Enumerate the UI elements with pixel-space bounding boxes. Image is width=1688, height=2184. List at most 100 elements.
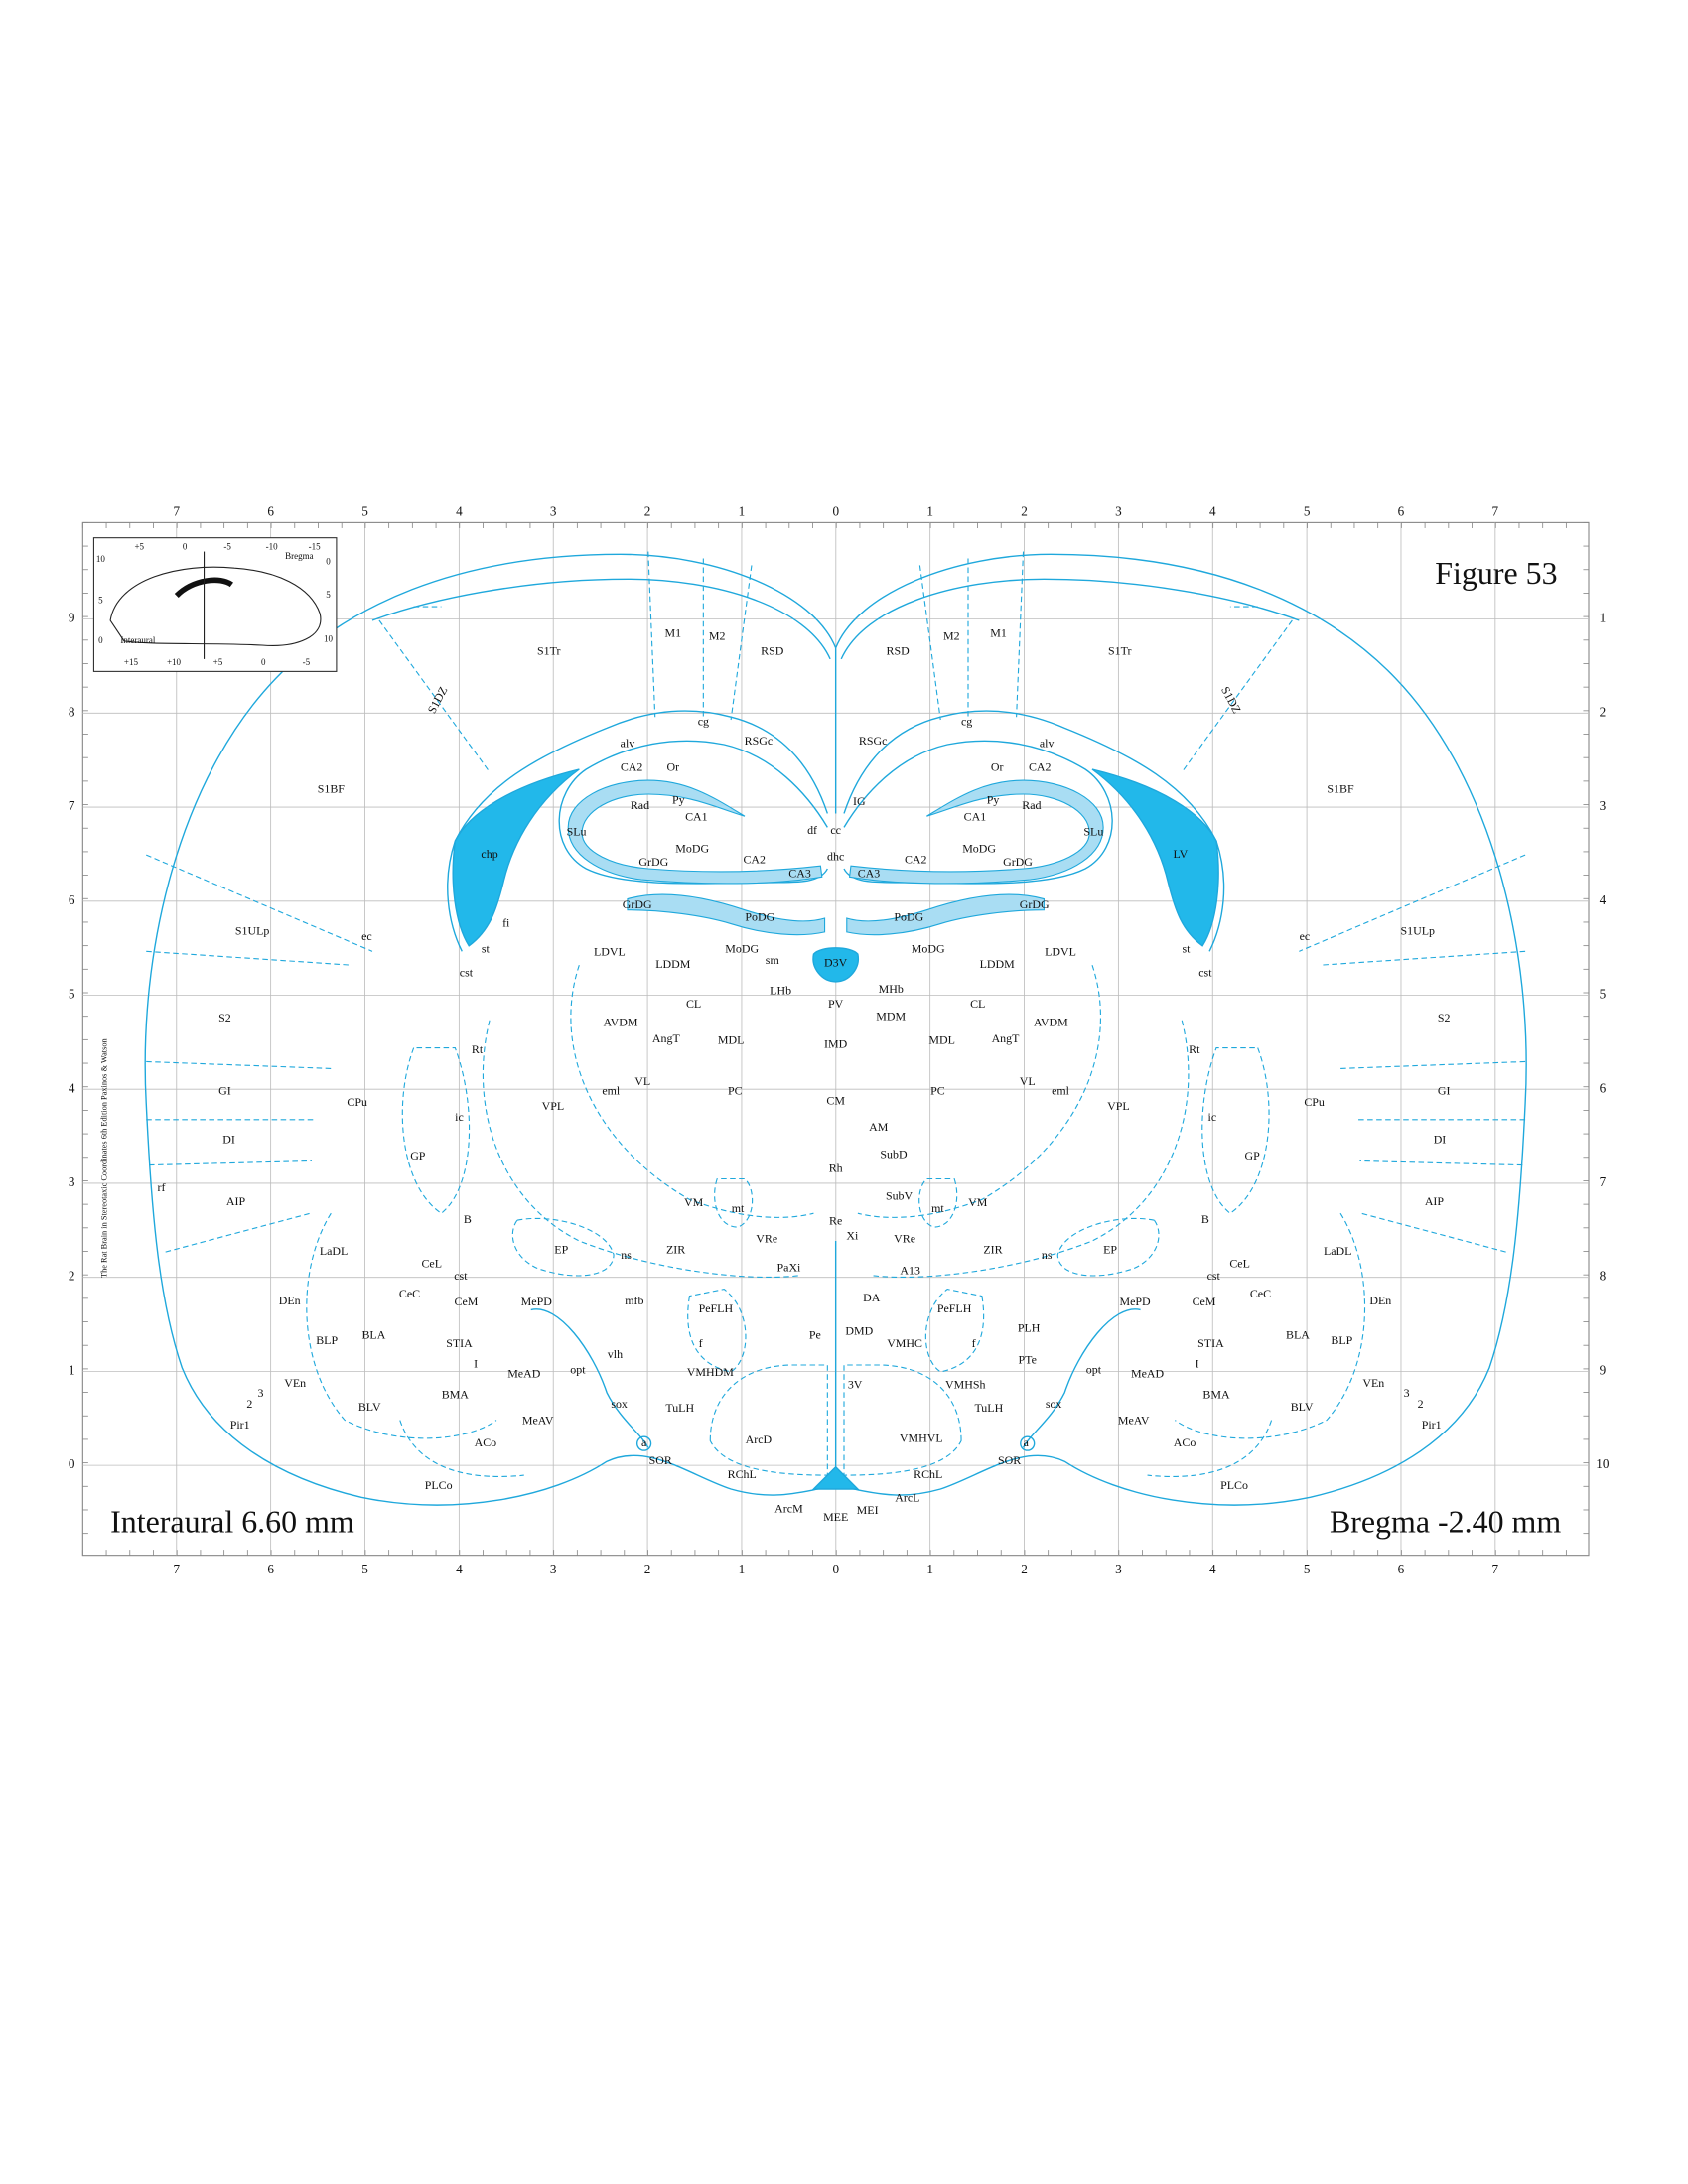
- region-label: st: [482, 942, 491, 956]
- region-label: LaDL: [1324, 1244, 1352, 1258]
- x-tick-label: 3: [550, 1562, 557, 1576]
- y-tick-label: 4: [1600, 892, 1607, 907]
- region-label: D3V: [824, 956, 848, 970]
- region-label: AVDM: [604, 1015, 638, 1028]
- region-label: ZIR: [983, 1242, 1002, 1256]
- region-label: S1BF: [1327, 782, 1354, 796]
- x-tick-label: 6: [267, 1562, 274, 1576]
- region-label: f: [699, 1336, 703, 1350]
- region-label: cg: [698, 715, 709, 729]
- region-label: I: [1196, 1357, 1199, 1371]
- region-label: VM: [968, 1195, 988, 1209]
- region-label: cst: [460, 965, 474, 979]
- region-label: alv: [621, 737, 635, 751]
- region-label: SOR: [998, 1453, 1021, 1467]
- inset-label: -15: [309, 541, 322, 551]
- y-tick-label: 5: [69, 987, 75, 1002]
- region-label: B: [464, 1212, 472, 1226]
- region-label: mt: [931, 1201, 944, 1215]
- region-label: DI: [1434, 1132, 1447, 1146]
- inset-label: +15: [124, 657, 139, 667]
- grid: [81, 521, 1589, 1556]
- region-label: ec: [1300, 929, 1311, 943]
- region-label: Pir1: [230, 1418, 250, 1432]
- region-label: ns: [1042, 1248, 1053, 1262]
- region-label: AIP: [1425, 1194, 1445, 1208]
- region-label: CA2: [743, 852, 766, 866]
- inset-label: +5: [213, 657, 223, 667]
- region-label: sox: [611, 1397, 628, 1411]
- region-label: AVDM: [1034, 1015, 1068, 1028]
- region-label: Pir1: [1422, 1418, 1442, 1432]
- region-label: MeAD: [1131, 1366, 1165, 1380]
- region-label: rf: [158, 1180, 166, 1194]
- region-label: cst: [454, 1269, 468, 1283]
- region-label: LaDL: [320, 1244, 349, 1258]
- region-label: BLA: [361, 1328, 385, 1342]
- y-tick-label: 10: [1596, 1456, 1610, 1471]
- y-tick-label: 7: [69, 798, 75, 813]
- region-label: MeAD: [507, 1366, 541, 1380]
- region-label: Rad: [631, 798, 649, 812]
- region-label: ACo: [1174, 1435, 1196, 1449]
- figure-number: Figure 53: [1435, 556, 1557, 591]
- region-label: S2: [218, 1011, 231, 1024]
- inset-label: +10: [167, 657, 182, 667]
- x-tick-label: 1: [739, 504, 746, 519]
- x-tick-label: 6: [1398, 1562, 1405, 1576]
- region-label: S1ULp: [235, 924, 270, 938]
- region-label: eml: [1052, 1084, 1070, 1098]
- region-label: CeL: [421, 1256, 442, 1270]
- region-label: f: [972, 1336, 976, 1350]
- region-label: CPu: [1304, 1095, 1325, 1109]
- hemisphere-mirror: [834, 550, 1527, 1506]
- x-tick-label: 3: [550, 504, 557, 519]
- region-label: VMHDM: [687, 1365, 734, 1379]
- region-label: a: [1024, 1435, 1030, 1449]
- region-label: EP: [1103, 1242, 1117, 1256]
- region-label: BLP: [316, 1333, 338, 1347]
- region-label: Rt: [1189, 1042, 1200, 1056]
- region-label: GP: [1244, 1149, 1260, 1162]
- region-label: BLP: [1331, 1333, 1352, 1347]
- region-label: PV: [828, 997, 844, 1011]
- hemisphere: [144, 551, 837, 1506]
- x-tick-label: 3: [1115, 504, 1122, 519]
- region-label: LHb: [770, 983, 791, 997]
- y-tick-label: 6: [69, 892, 75, 907]
- region-label: 2: [246, 1397, 252, 1411]
- region-label: 3: [258, 1386, 264, 1400]
- region-label: M1: [664, 626, 681, 640]
- y-tick-label: 7: [1600, 1174, 1607, 1189]
- region-label: DMD: [845, 1323, 873, 1337]
- region-label: Rad: [1022, 798, 1041, 812]
- y-tick-label: 0: [69, 1456, 75, 1471]
- region-label: cg: [961, 715, 972, 729]
- region-label: I: [474, 1357, 478, 1371]
- region-label: GI: [218, 1084, 231, 1098]
- region-label: CL: [686, 997, 701, 1011]
- region-label: CA2: [905, 852, 927, 866]
- y-tick-label: 3: [69, 1174, 75, 1189]
- region-label: A13: [900, 1263, 920, 1277]
- region-label: Or: [666, 759, 679, 773]
- x-tick-label: 6: [1398, 504, 1405, 519]
- region-label: RSGc: [745, 734, 774, 748]
- region-label: DEn: [1369, 1294, 1391, 1307]
- x-tick-label: 7: [1492, 1562, 1499, 1576]
- brain-outline: [144, 550, 1527, 1506]
- region-label: GrDG: [1020, 897, 1050, 911]
- region-label: CPu: [347, 1095, 367, 1109]
- region-label: VMHSh: [945, 1378, 985, 1392]
- y-tick-label: 9: [69, 611, 75, 625]
- region-label: PTe: [1019, 1353, 1037, 1367]
- region-label: Pe: [809, 1328, 821, 1342]
- y-tick-label: 5: [1600, 987, 1607, 1002]
- region-label: sm: [766, 953, 780, 967]
- x-tick-label: 4: [456, 1562, 463, 1576]
- region-label: 3V: [848, 1378, 863, 1392]
- region-label: S2: [1438, 1011, 1451, 1024]
- x-tick-label: 0: [833, 1562, 840, 1576]
